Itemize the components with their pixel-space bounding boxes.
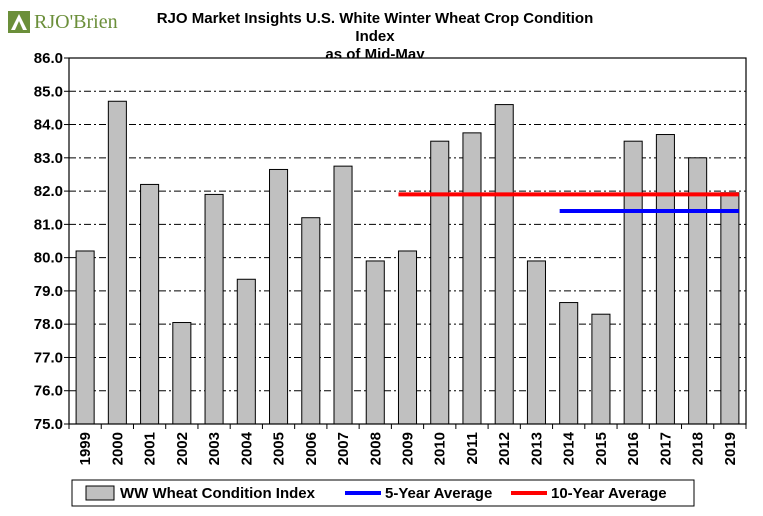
legend-swatch-bar <box>85 485 115 501</box>
x-tick-label: 2007 <box>335 432 352 465</box>
x-tick-label: 2011 <box>464 432 481 465</box>
x-tick-label: 2004 <box>238 431 255 465</box>
y-tick-label: 75.0 <box>34 416 63 433</box>
bar <box>301 217 321 425</box>
y-tick-label: 80.0 <box>34 250 63 267</box>
bar <box>140 183 160 425</box>
bar <box>591 313 611 425</box>
x-tick-label: 2018 <box>690 432 707 465</box>
y-tick-label: 78.0 <box>34 316 63 333</box>
plot-frame <box>68 57 747 425</box>
bar <box>172 322 192 425</box>
bar <box>397 250 418 425</box>
bar <box>269 168 289 425</box>
x-tick-label: 2006 <box>303 432 320 465</box>
x-tick-label: 2019 <box>722 432 739 465</box>
logo-text: RJO'Brien <box>34 11 118 33</box>
y-tick-label: 86.0 <box>34 50 63 67</box>
x-tick-label: 2003 <box>206 432 223 465</box>
y-tick-label: 85.0 <box>34 83 63 100</box>
x-tick-label: 2015 <box>593 432 610 465</box>
x-tick-label: 2008 <box>367 432 384 465</box>
y-tick-label: 79.0 <box>34 283 63 300</box>
bar <box>75 250 95 425</box>
x-tick-label: 2014 <box>561 431 578 465</box>
legend-label: WW Wheat Condition Index <box>120 485 316 502</box>
y-tick-label: 83.0 <box>34 150 63 167</box>
bar <box>236 278 256 425</box>
rjo-leaf-logo-icon <box>8 11 30 33</box>
legend <box>71 479 695 507</box>
x-tick-label: 2001 <box>142 432 159 465</box>
x-tick-label: 2017 <box>657 432 674 465</box>
bar <box>720 192 740 425</box>
x-tick-label: 2012 <box>496 432 513 465</box>
company-logo: RJO'Brien <box>8 8 133 36</box>
y-tick-label: 84.0 <box>34 117 63 134</box>
bar <box>688 157 708 425</box>
bar <box>526 260 546 425</box>
x-tick-label: 2000 <box>109 432 126 465</box>
y-tick-label: 81.0 <box>34 216 63 233</box>
x-tick-label: 1999 <box>77 432 94 465</box>
bar <box>494 104 514 425</box>
x-tick-label: 2002 <box>174 432 191 465</box>
x-tick-label: 2005 <box>271 432 288 465</box>
bar <box>559 302 579 425</box>
legend-label: 5-Year Average <box>385 485 492 502</box>
bar <box>430 140 450 425</box>
x-tick-label: 2013 <box>528 432 545 465</box>
bar <box>204 193 224 425</box>
bar <box>107 100 127 425</box>
bar <box>365 260 385 425</box>
chart-title: RJO Market Insights U.S. White Winter Wh… <box>156 10 594 45</box>
bar <box>623 140 643 425</box>
x-tick-label: 2009 <box>400 432 417 465</box>
x-tick-label: 2016 <box>625 432 642 465</box>
y-tick-label: 76.0 <box>34 383 63 400</box>
bar <box>333 165 353 425</box>
x-tick-label: 2010 <box>432 432 449 465</box>
bar <box>655 134 675 425</box>
y-tick-label: 77.0 <box>34 349 63 366</box>
y-tick-label: 82.0 <box>34 183 63 200</box>
legend-label: 10-Year Average <box>551 485 667 502</box>
bar <box>462 132 482 425</box>
